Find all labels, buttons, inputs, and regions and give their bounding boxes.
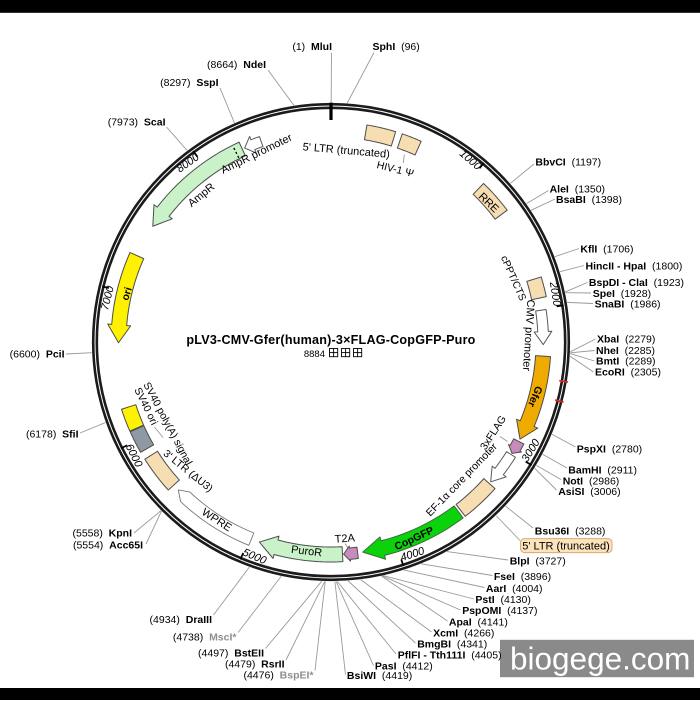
- svg-text:(6600) PciI: (6600) PciI: [10, 348, 65, 360]
- svg-text:BlpI (3727): BlpI (3727): [510, 556, 566, 568]
- svg-text:BbvCI (1197): BbvCI (1197): [535, 156, 601, 168]
- svg-text:BsiWI (4419): BsiWI (4419): [347, 670, 412, 682]
- svg-text:KflI (1706): KflI (1706): [580, 244, 633, 256]
- svg-text:(5558) KpnI: (5558) KpnI: [72, 528, 132, 540]
- svg-text:5' LTR (truncated): 5' LTR (truncated): [522, 541, 609, 553]
- svg-text:biogege.com: biogege.com: [510, 641, 690, 677]
- svg-text:(4738) MscI*: (4738) MscI*: [173, 631, 238, 643]
- svg-text:AsiSI (3006): AsiSI (3006): [558, 486, 620, 498]
- svg-text:(1) MluI: (1) MluI: [292, 41, 332, 53]
- svg-text:SphI (96): SphI (96): [373, 41, 420, 53]
- svg-text:FseI (3896): FseI (3896): [494, 571, 551, 583]
- svg-text:(5554) Acc65I: (5554) Acc65I: [73, 539, 143, 551]
- svg-text:(4476) BspEI*: (4476) BspEI*: [243, 670, 314, 682]
- svg-text:pLV3-CMV-Gfer(human)-3×FLAG-Co: pLV3-CMV-Gfer(human)-3×FLAG-CopGFP-Puro: [186, 333, 475, 347]
- svg-text:SnaBI (1986): SnaBI (1986): [595, 298, 661, 310]
- svg-text:EcoRI (2305): EcoRI (2305): [595, 366, 661, 378]
- svg-text:T2A: T2A: [334, 532, 356, 545]
- svg-text:(6178) SfiI: (6178) SfiI: [26, 429, 79, 441]
- svg-text:(4934) DraIII: (4934) DraIII: [150, 614, 213, 626]
- svg-text:BsaBI (1398): BsaBI (1398): [556, 194, 622, 206]
- svg-text:(8297) SspI: (8297) SspI: [160, 77, 218, 89]
- svg-text:8884: 8884: [304, 349, 325, 360]
- svg-text:PspXI (2780): PspXI (2780): [577, 444, 642, 456]
- svg-text:XbaI (2279): XbaI (2279): [597, 333, 655, 345]
- svg-text:(8664) NdeI: (8664) NdeI: [207, 59, 266, 71]
- svg-text:HincII - HpaI (1800): HincII - HpaI (1800): [586, 261, 683, 273]
- svg-text:(7973) ScaI: (7973) ScaI: [108, 116, 166, 128]
- svg-text:Bsu36I (3288): Bsu36I (3288): [535, 526, 606, 538]
